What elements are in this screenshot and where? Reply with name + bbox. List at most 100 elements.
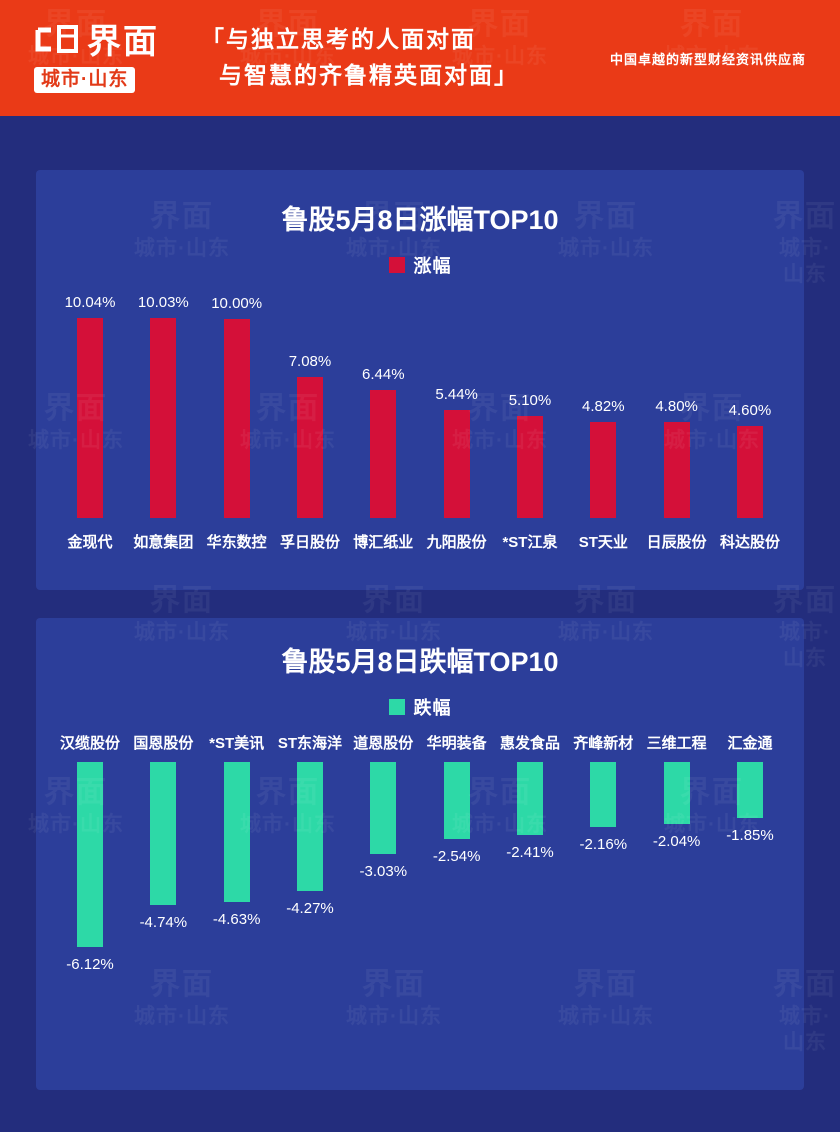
bar-column: 华明装备 -2.54% bbox=[421, 732, 493, 978]
category-label: 华明装备 bbox=[426, 734, 487, 752]
bar-column: 国恩股份 -4.74% bbox=[127, 732, 199, 978]
category-label: 九阳股份 bbox=[426, 533, 487, 551]
value-label: 7.08% bbox=[288, 352, 332, 370]
rise-legend-label: 涨幅 bbox=[413, 255, 452, 276]
value-label: 5.10% bbox=[508, 391, 552, 409]
fall-chart-legend: 跌幅 bbox=[36, 694, 804, 720]
bar bbox=[77, 317, 103, 518]
rise-chart-card: 鲁股5月8日涨幅TOP10 涨幅 10.04% 金现代 10.03% 如意集团 10.0… bbox=[36, 170, 804, 590]
value-label: 4.60% bbox=[728, 401, 772, 419]
value-label: -2.16% bbox=[579, 835, 628, 853]
bar-column: 5.44% 九阳股份 bbox=[421, 290, 493, 552]
value-label: -1.85% bbox=[726, 826, 774, 844]
slogan-line-2: 与智慧的齐鲁精英面对面」 bbox=[219, 62, 519, 88]
brand-logo: 界面 城市·山东 bbox=[34, 23, 159, 93]
category-label: 三维工程 bbox=[646, 734, 707, 752]
brand-name: 界面 bbox=[87, 22, 159, 61]
bar bbox=[590, 421, 617, 518]
category-label: 道恩股份 bbox=[353, 734, 414, 752]
category-label: 华东数控 bbox=[206, 533, 267, 551]
bar bbox=[516, 761, 543, 835]
value-label: -3.03% bbox=[359, 862, 408, 880]
value-label: -4.63% bbox=[212, 910, 261, 928]
category-label: 科达股份 bbox=[719, 533, 780, 551]
value-label: 10.04% bbox=[64, 293, 116, 311]
bar bbox=[736, 425, 763, 518]
category-label: 孚日股份 bbox=[279, 533, 340, 551]
bar-column: 6.44% 博汇纸业 bbox=[347, 290, 419, 552]
rise-legend-swatch bbox=[388, 256, 405, 273]
bar-column: 7.08% 孚日股份 bbox=[274, 290, 346, 552]
rise-chart-title: 鲁股5月8日涨幅TOP10 bbox=[281, 205, 559, 235]
bar bbox=[370, 761, 397, 854]
bar-column: 4.60% 科达股份 bbox=[714, 290, 786, 552]
category-label: 汉缆股份 bbox=[59, 734, 120, 752]
fall-chart-card: 鲁股5月8日跌幅TOP10 跌幅 汉缆股份 -6.12% 国恩股份 -4.74% *ST… bbox=[36, 618, 804, 1090]
bar-column: 5.10% *ST江泉 bbox=[494, 290, 566, 552]
category-label: 金现代 bbox=[67, 533, 113, 551]
category-label: ST东海洋 bbox=[277, 734, 343, 752]
value-label: 10.03% bbox=[137, 293, 189, 311]
bar-column: 汇金通 -1.85% bbox=[714, 732, 786, 978]
category-label: 博汇纸业 bbox=[353, 533, 414, 551]
category-label: *ST江泉 bbox=[502, 533, 558, 551]
bar-column: 10.04% 金现代 bbox=[54, 290, 126, 552]
header-banner: 界面 城市·山东 「与独立思考的人面对面 与智慧的齐鲁精英面对面」 中国卓越的新… bbox=[0, 0, 840, 116]
bar bbox=[223, 318, 250, 518]
bar-column: 4.82% ST天业 bbox=[567, 290, 639, 552]
brand-sub-label: 城市·山东 bbox=[34, 67, 136, 93]
bar bbox=[150, 317, 177, 518]
bar-column: 10.03% 如意集团 bbox=[127, 290, 199, 552]
bar bbox=[516, 415, 543, 518]
value-label: -2.04% bbox=[652, 832, 701, 850]
value-label: -4.74% bbox=[139, 913, 188, 931]
header-slogan: 「与独立思考的人面对面 与智慧的齐鲁精英面对面」 bbox=[201, 22, 519, 93]
bar bbox=[443, 761, 470, 839]
bar bbox=[663, 761, 690, 824]
bar bbox=[663, 421, 690, 518]
bar bbox=[296, 376, 323, 518]
bar-column: 道恩股份 -3.03% bbox=[347, 732, 419, 978]
jiemian-logo-icon bbox=[34, 23, 80, 60]
bar bbox=[296, 761, 323, 891]
category-label: 如意集团 bbox=[133, 533, 194, 551]
value-label: 4.80% bbox=[655, 397, 698, 415]
bar-column: 汉缆股份 -6.12% bbox=[54, 732, 126, 978]
bar bbox=[590, 761, 617, 827]
value-label: -4.27% bbox=[286, 899, 334, 917]
bar bbox=[77, 761, 103, 947]
category-label: 齐峰新材 bbox=[573, 734, 634, 752]
fall-bar-chart: 汉缆股份 -6.12% 国恩股份 -4.74% *ST美讯 -4.63% ST东海洋 -4.2… bbox=[36, 732, 804, 978]
header-tagline: 中国卓越的新型财经资讯供应商 bbox=[609, 51, 806, 67]
bar bbox=[736, 761, 763, 818]
bar bbox=[370, 389, 397, 518]
value-label: -6.12% bbox=[66, 955, 114, 973]
fall-legend-label: 跌幅 bbox=[413, 697, 452, 718]
bar-column: ST东海洋 -4.27% bbox=[274, 732, 346, 978]
bar-column: 10.00% 华东数控 bbox=[201, 290, 273, 552]
bar-column: 4.80% 日辰股份 bbox=[641, 290, 713, 552]
value-label: -2.41% bbox=[506, 843, 554, 861]
category-label: 国恩股份 bbox=[133, 734, 194, 752]
slogan-line-1: 「与独立思考的人面对面 bbox=[201, 26, 476, 53]
category-label: 日辰股份 bbox=[646, 533, 707, 551]
bar-column: *ST美讯 -4.63% bbox=[201, 732, 273, 978]
bar-column: 惠发食品 -2.41% bbox=[494, 732, 566, 978]
value-label: 5.44% bbox=[435, 385, 478, 403]
bar bbox=[443, 409, 470, 518]
category-label: 汇金通 bbox=[727, 734, 773, 752]
value-label: 4.82% bbox=[582, 397, 625, 415]
category-label: *ST美讯 bbox=[209, 734, 265, 752]
bar-column: 齐峰新材 -2.16% bbox=[567, 732, 639, 978]
bar bbox=[150, 761, 177, 905]
bar-column: 三维工程 -2.04% bbox=[641, 732, 713, 978]
value-label: -2.54% bbox=[432, 847, 481, 865]
fall-chart-title: 鲁股5月8日跌幅TOP10 bbox=[281, 647, 559, 677]
value-label: 6.44% bbox=[362, 365, 405, 383]
category-label: 惠发食品 bbox=[499, 734, 560, 752]
rise-bar-chart: 10.04% 金现代 10.03% 如意集团 10.00% 华东数控 7.08% 孚日股份 6.… bbox=[36, 290, 804, 552]
category-label: ST天业 bbox=[578, 533, 628, 551]
rise-chart-legend: 涨幅 bbox=[36, 252, 804, 278]
value-label: 10.00% bbox=[211, 294, 263, 312]
bar bbox=[223, 761, 250, 902]
